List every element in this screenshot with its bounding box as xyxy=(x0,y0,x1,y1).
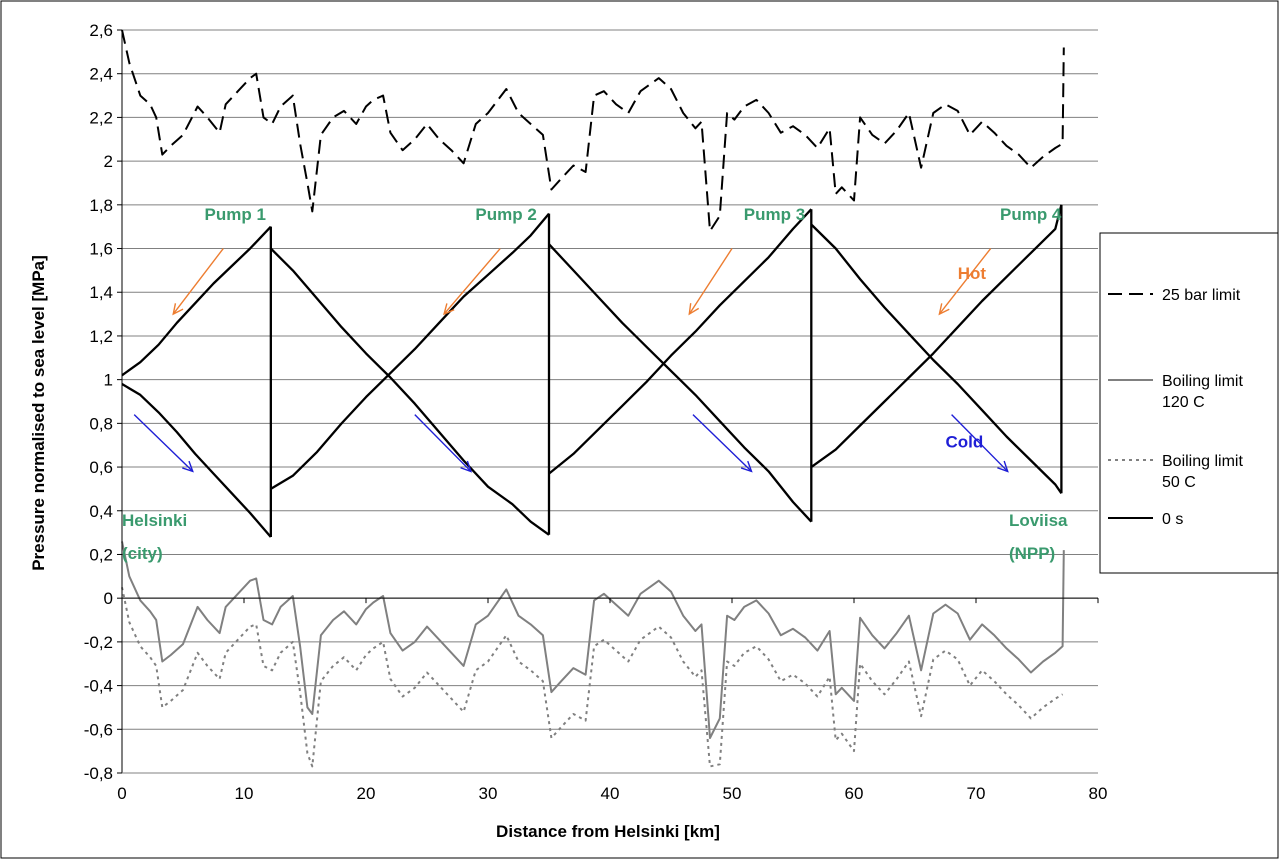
legend-label: 120 C xyxy=(1162,394,1205,411)
cold-arrow-shaft xyxy=(414,414,472,472)
legend-label: 0 s xyxy=(1162,511,1183,528)
cold-arrow-head xyxy=(460,460,473,473)
series-0-s-rising-segment xyxy=(270,212,550,490)
series-0-s-falling-segment xyxy=(269,247,550,536)
hot-arrow-head xyxy=(688,303,700,316)
legend-label: Boiling limit xyxy=(1162,453,1243,470)
y-tick-label: 0,6 xyxy=(89,458,113,477)
y-tick-label: 2,2 xyxy=(89,108,113,127)
y-tick-label: 1,2 xyxy=(89,327,113,346)
annotation-label: Helsinki xyxy=(122,511,187,530)
y-tick-label: 2,6 xyxy=(89,21,113,40)
x-tick-label: 10 xyxy=(235,784,254,803)
x-tick-label: 50 xyxy=(723,784,742,803)
axes: -0,8 -0,6 -0,4 -0,2 0 0,2 0,4 0,6 0,8 1 1,2 1,4 1,6 1… xyxy=(84,21,1108,803)
series-0-s-falling-segment xyxy=(121,383,272,538)
annotation-label: Pump 1 xyxy=(205,205,266,224)
grid-lines xyxy=(122,29,1098,730)
x-tick-label: 60 xyxy=(845,784,864,803)
y-tick-label: -0,4 xyxy=(84,677,113,696)
annotation-label: Pump 2 xyxy=(475,205,536,224)
y-tick-label: -0,8 xyxy=(84,764,113,783)
legend-label: 50 C xyxy=(1162,474,1196,491)
legend-label: 25 bar limit xyxy=(1162,287,1241,304)
y-tick-label: -0,2 xyxy=(84,633,113,652)
x-axis-title: Distance from Helsinki [km] xyxy=(496,822,720,841)
y-tick-label: -0,6 xyxy=(84,720,113,739)
x-tick-label: 40 xyxy=(601,784,620,803)
annotation-label: Pump 4 xyxy=(1000,205,1062,224)
y-tick-label: 1,4 xyxy=(89,283,113,302)
y-tick-label: 0,8 xyxy=(89,414,113,433)
x-tick-label: 20 xyxy=(357,784,376,803)
series-boiling-limit-120-c-line xyxy=(121,541,1065,739)
series-0-s-rising-segment xyxy=(810,204,1063,469)
y-tick-label: 0,4 xyxy=(89,502,113,521)
annotation-arrows xyxy=(133,248,1009,473)
series-0-s-rising-segment xyxy=(548,208,813,475)
annotation-label: (NPP) xyxy=(1009,544,1055,563)
annotations: Pump 1 Pump 2 Pump 3 Pump 4 Hot Cold Helsinki (… xyxy=(122,205,1068,563)
series-boiling-limit-50-c-line xyxy=(121,587,1064,768)
y-tick-label: 2,4 xyxy=(89,65,113,84)
hot-arrow-shaft xyxy=(688,248,733,315)
x-tick-label: 70 xyxy=(967,784,986,803)
hot-arrow-head xyxy=(443,303,455,316)
series-0-s-rising-segment xyxy=(121,225,272,377)
y-tick-label: 2 xyxy=(104,152,113,171)
x-tick-label: 30 xyxy=(479,784,498,803)
legend: 25 bar limit Boiling limit 120 C Boiling li… xyxy=(1099,232,1279,574)
cold-arrow-head xyxy=(182,460,194,473)
hot-arrow-head xyxy=(938,303,950,316)
y-tick-label: 0,2 xyxy=(89,545,113,564)
annotation-label: Pump 3 xyxy=(744,205,805,224)
y-tick-label: 1 xyxy=(104,371,113,390)
y-tick-label: 1,8 xyxy=(89,196,113,215)
y-tick-label: 1,6 xyxy=(89,240,113,259)
legend-label: Boiling limit xyxy=(1162,373,1243,390)
hot-arrow-head xyxy=(172,303,184,316)
annotation-label: Cold xyxy=(946,432,984,451)
hot-arrow-shaft xyxy=(443,248,501,315)
series-0-s-falling-segment xyxy=(548,243,813,523)
x-tick-label: 80 xyxy=(1089,784,1108,803)
series-group xyxy=(121,29,1065,768)
hot-arrow-shaft xyxy=(938,248,992,315)
annotation-label: (city) xyxy=(122,544,163,563)
y-axis-title: Pressure normalised to sea level [MPa] xyxy=(29,255,48,571)
series-25-bar-limit-line xyxy=(121,29,1065,232)
cold-arrow-shaft xyxy=(951,414,1009,472)
annotation-label: Hot xyxy=(958,264,987,283)
annotation-label: Loviisa xyxy=(1009,511,1068,530)
series-0-s-falling-segment xyxy=(810,223,1063,494)
hot-arrow-shaft xyxy=(172,248,224,315)
legend-box xyxy=(1099,232,1279,574)
cold-arrow-shaft xyxy=(692,414,753,472)
cold-arrow-shaft xyxy=(133,414,194,472)
cold-arrow-head xyxy=(997,460,1009,473)
y-tick-label: 0 xyxy=(104,589,113,608)
x-tick-label: 0 xyxy=(117,784,126,803)
cold-arrow-head xyxy=(740,460,753,473)
